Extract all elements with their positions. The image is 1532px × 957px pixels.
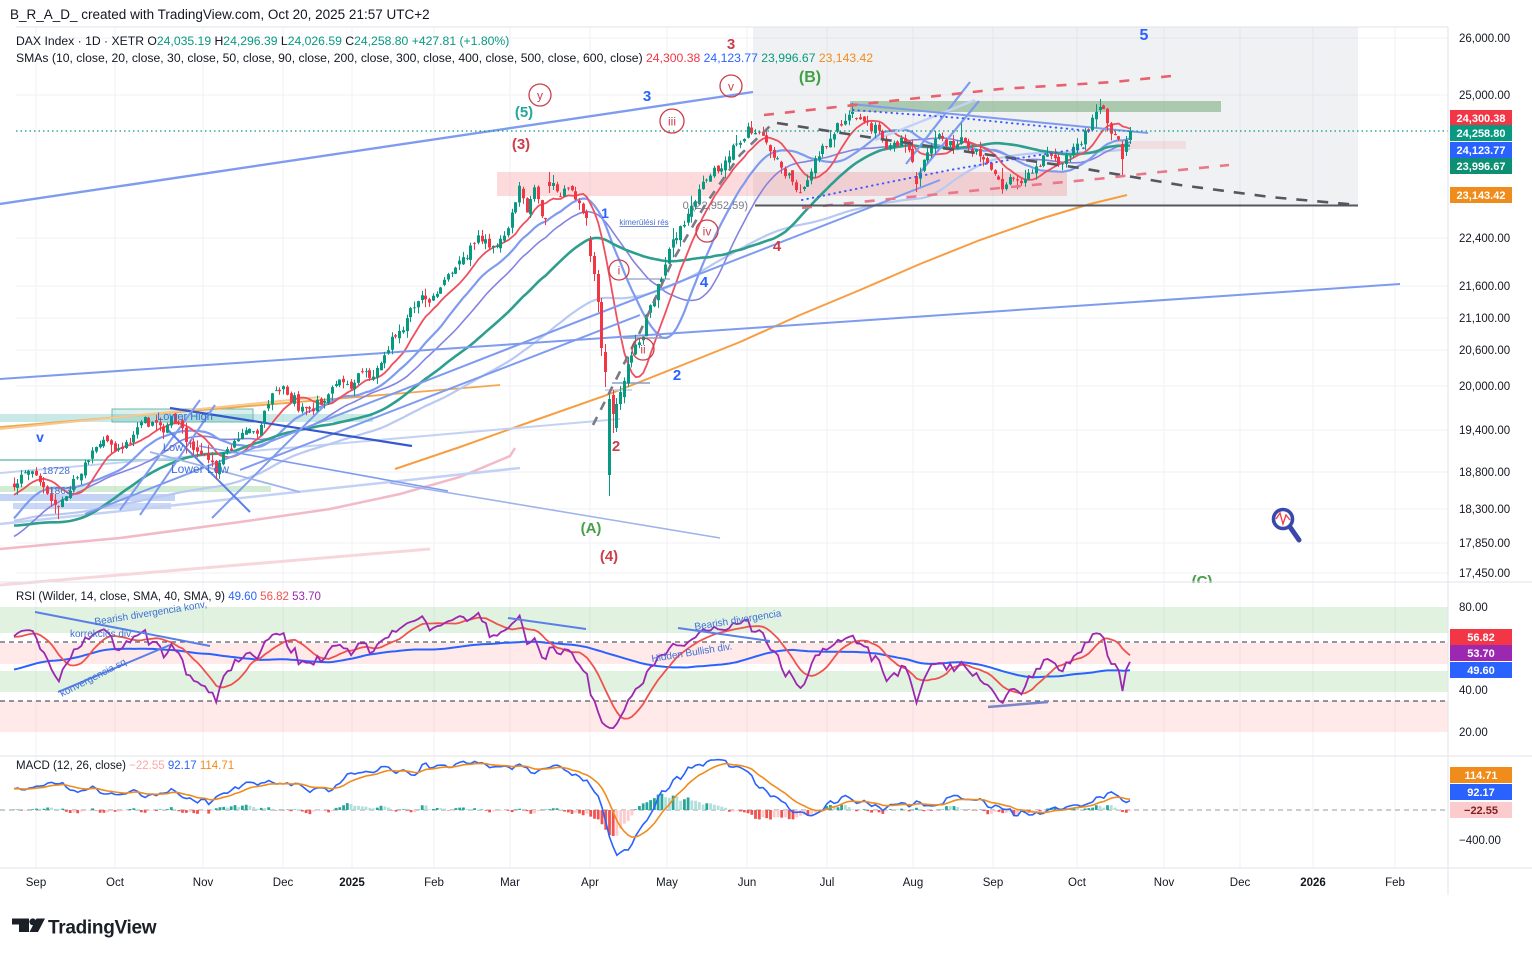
svg-text:v: v (36, 429, 44, 445)
svg-text:Feb: Feb (424, 877, 444, 889)
svg-text:Low: Low (163, 442, 183, 454)
svg-text:24,258.80: 24,258.80 (1457, 128, 1506, 140)
svg-text:18,800.00: 18,800.00 (1459, 467, 1510, 479)
svg-text:20,600.00: 20,600.00 (1459, 345, 1510, 357)
svg-text:4: 4 (773, 238, 782, 255)
svg-text:2026: 2026 (1300, 877, 1326, 889)
svg-text:5: 5 (1140, 27, 1149, 44)
svg-text:(A): (A) (581, 520, 602, 537)
svg-text:MACD (12, 26, close) −22.55 92: MACD (12, 26, close) −22.55 92.17 114.71 (16, 760, 234, 772)
svg-text:3: 3 (643, 88, 651, 105)
svg-text:3: 3 (727, 36, 735, 53)
svg-text:y: y (537, 88, 543, 102)
svg-text:Dec: Dec (1230, 877, 1251, 889)
svg-text:18728: 18728 (42, 466, 70, 477)
svg-text:SMAs (10, close, 20, close, 30: SMAs (10, close, 20, close, 30, close, 5… (16, 51, 873, 65)
svg-text:2: 2 (612, 438, 620, 455)
svg-text:Sep: Sep (26, 877, 46, 889)
svg-text:18,300.00: 18,300.00 (1459, 504, 1510, 516)
svg-text:ii: ii (640, 342, 645, 356)
svg-text:17,850.00: 17,850.00 (1459, 538, 1510, 550)
svg-text:RSI (Wilder, 14, close, SMA, 4: RSI (Wilder, 14, close, SMA, 40, SMA, 9)… (16, 591, 321, 603)
svg-text:Lower Low: Lower Low (171, 462, 229, 476)
svg-text:(3): (3) (512, 136, 530, 153)
svg-text:2: 2 (673, 367, 681, 384)
svg-text:19,400.00: 19,400.00 (1459, 425, 1510, 437)
svg-text:1: 1 (601, 205, 609, 221)
svg-text:23,143.42: 23,143.42 (1457, 190, 1506, 202)
svg-text:B_R_A_D_ created with TradingV: B_R_A_D_ created with TradingView.com, O… (10, 7, 430, 22)
svg-text:53.70: 53.70 (1467, 648, 1495, 660)
svg-text:56.82: 56.82 (1467, 632, 1495, 644)
svg-text:0 (22,952.59): 0 (22,952.59) (683, 200, 748, 212)
svg-text:20.00: 20.00 (1459, 727, 1488, 739)
svg-text:21,100.00: 21,100.00 (1459, 313, 1510, 325)
svg-text:Oct: Oct (1068, 877, 1087, 889)
svg-text:Dec: Dec (273, 877, 294, 889)
svg-text:(C): (C) (1192, 573, 1213, 590)
svg-text:20,000.00: 20,000.00 (1459, 381, 1510, 393)
svg-text:(B): (B) (799, 69, 821, 86)
svg-text:Feb: Feb (1385, 877, 1405, 889)
svg-text:2025: 2025 (339, 877, 365, 889)
svg-text:iv: iv (703, 224, 712, 238)
svg-text:Nov: Nov (1154, 877, 1175, 889)
svg-text:−22.55: −22.55 (1464, 805, 1498, 817)
svg-text:Lower High: Lower High (157, 411, 213, 423)
svg-text:Jun: Jun (738, 877, 757, 889)
svg-text:Aug: Aug (903, 877, 923, 889)
svg-text:114.71: 114.71 (1464, 770, 1497, 782)
svg-text:May: May (656, 877, 678, 889)
svg-text:25,000.00: 25,000.00 (1459, 90, 1510, 102)
svg-text:80.00: 80.00 (1459, 602, 1488, 614)
svg-text:23,996.67: 23,996.67 (1457, 161, 1506, 173)
svg-text:v: v (728, 79, 734, 93)
svg-text:Mar: Mar (500, 877, 520, 889)
svg-text:24,300.38: 24,300.38 (1457, 113, 1506, 125)
svg-text:18637: 18637 (49, 486, 77, 497)
svg-text:22,400.00: 22,400.00 (1459, 233, 1510, 245)
svg-text:DAX Index · 1D · XETR O24,035.: DAX Index · 1D · XETR O24,035.19 H24,296… (16, 34, 509, 48)
svg-text:(4): (4) (600, 548, 618, 565)
svg-text:Nov: Nov (193, 877, 214, 889)
svg-text:4: 4 (700, 274, 709, 291)
svg-text:49.60: 49.60 (1467, 665, 1495, 677)
svg-text:92.17: 92.17 (1467, 787, 1495, 799)
svg-text:24,123.77: 24,123.77 (1457, 145, 1506, 157)
svg-text:26,000.00: 26,000.00 (1459, 33, 1510, 45)
svg-text:Oct: Oct (106, 877, 125, 889)
svg-text:i: i (618, 263, 621, 277)
svg-text:TradingView: TradingView (48, 918, 157, 939)
svg-text:(5): (5) (515, 104, 533, 121)
svg-text:−400.00: −400.00 (1459, 835, 1501, 847)
svg-text:korrekciós div.: korrekciós div. (70, 629, 133, 640)
svg-text:Sep: Sep (983, 877, 1003, 889)
svg-text:iii: iii (668, 114, 676, 128)
svg-text:Apr: Apr (581, 877, 599, 889)
svg-text:21,600.00: 21,600.00 (1459, 281, 1510, 293)
svg-text:40.00: 40.00 (1459, 685, 1488, 697)
svg-text:Jul: Jul (820, 877, 835, 889)
svg-text:kimerülési rés: kimerülési rés (619, 218, 668, 227)
svg-text:17,450.00: 17,450.00 (1459, 568, 1510, 580)
